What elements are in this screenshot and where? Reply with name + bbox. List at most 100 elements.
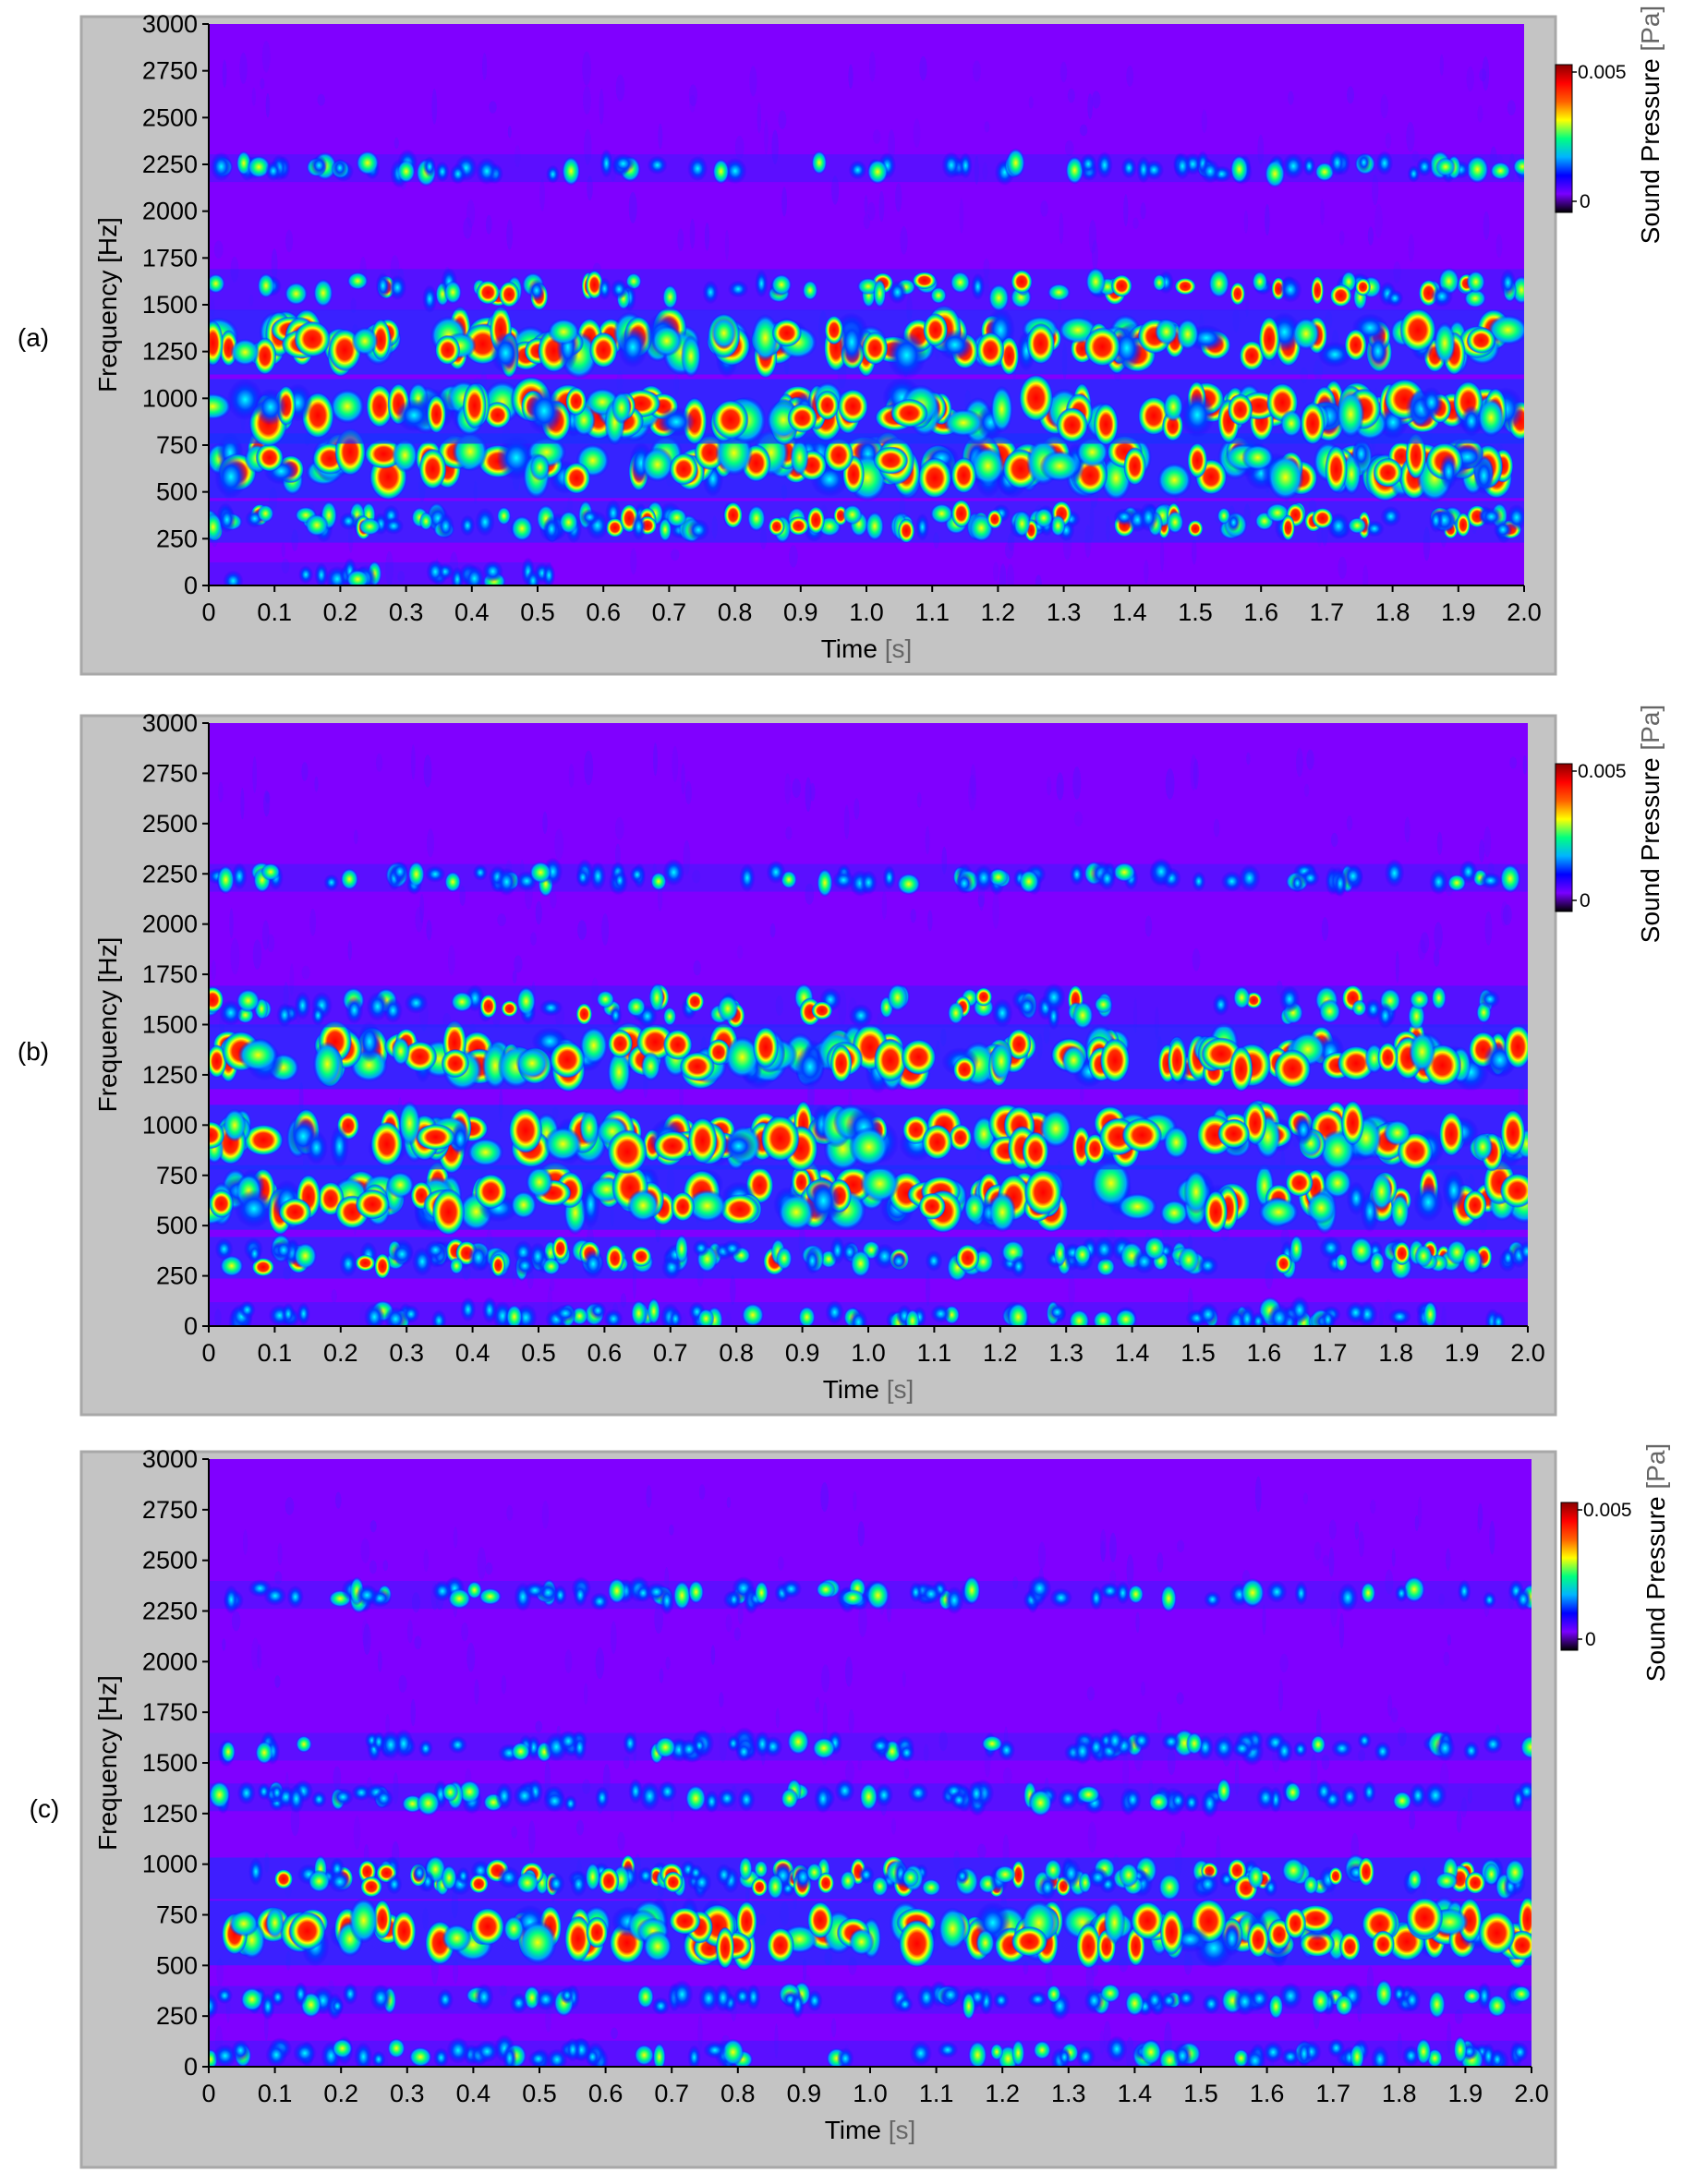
noise-mark (1132, 217, 1139, 229)
energy-blob (355, 1584, 379, 1606)
noise-mark (1059, 212, 1064, 245)
noise-mark (617, 1831, 625, 1852)
energy-blob (1212, 993, 1229, 1017)
x-tick-label: 1.8 (1375, 598, 1410, 626)
energy-blob (1310, 1734, 1326, 1755)
noise-mark (1059, 61, 1068, 83)
energy-blob (918, 1192, 946, 1220)
energy-blob (771, 319, 802, 347)
noise-mark (1456, 1809, 1462, 1833)
energy-blob (437, 1988, 454, 2010)
energy-blob (281, 1302, 296, 1325)
energy-blob (1006, 1028, 1032, 1060)
x-axis-unit: [s] (887, 1375, 914, 1404)
energy-blob (589, 332, 618, 368)
energy-blob (278, 1198, 312, 1226)
energy-blob (1281, 514, 1295, 541)
colorbar-unit: [Pa] (1641, 1443, 1670, 1490)
energy-blob (1505, 1858, 1526, 1887)
noise-mark (539, 178, 545, 211)
noise-mark (1484, 911, 1493, 946)
energy-blob (1294, 1581, 1308, 1606)
noise-mark (1338, 230, 1345, 246)
energy-blob (658, 1780, 678, 1803)
energy-blob (1060, 1858, 1082, 1888)
band-940hz (209, 1099, 1528, 1175)
noise-mark (688, 84, 698, 107)
energy-blob (1238, 864, 1261, 892)
energy-blob (636, 1985, 655, 2009)
band-640hz (209, 1158, 1528, 1236)
energy-blob (1006, 148, 1025, 178)
energy-blob (503, 1915, 525, 1943)
noise-mark (1148, 1780, 1154, 1799)
energy-blob (424, 865, 446, 883)
noise-mark (601, 913, 609, 946)
energy-blob (248, 1243, 262, 1264)
energy-blob (1022, 1131, 1049, 1171)
energy-blob (474, 1983, 494, 2011)
energy-blob (862, 332, 889, 366)
energy-blob (1345, 1301, 1366, 1324)
energy-blob (270, 1782, 285, 1803)
x-tick-label: 1.4 (1112, 598, 1147, 626)
noise-mark (231, 1611, 241, 1632)
x-tick-label: 0.1 (257, 598, 292, 626)
colorbar-min-label: 0 (1580, 191, 1591, 212)
energy-blob (1327, 2038, 1346, 2058)
noise-mark (1277, 1679, 1284, 1712)
noise-mark (393, 137, 399, 149)
x-tick-label: 0.5 (522, 2080, 557, 2107)
energy-blob (1117, 1192, 1158, 1221)
noise-mark (1201, 109, 1207, 133)
energy-blob (631, 513, 647, 541)
energy-blob (1478, 1911, 1516, 1955)
energy-blob (402, 1041, 438, 1072)
energy-blob (653, 1130, 692, 1162)
energy-blob (901, 1039, 937, 1076)
energy-blob (1115, 1581, 1131, 1605)
noise-mark (466, 199, 476, 228)
noise-mark (683, 839, 691, 875)
y-tick-label: 750 (156, 1901, 198, 1929)
noise-mark (1460, 1797, 1468, 1818)
x-tick-label: 0 (201, 598, 215, 626)
energy-blob (559, 511, 579, 535)
energy-blob (860, 1165, 900, 1202)
noise-mark (222, 59, 227, 89)
x-tick-label: 0.5 (521, 1339, 556, 1367)
noise-mark (1067, 88, 1075, 103)
energy-blob (672, 1580, 691, 1611)
noise-mark (393, 1772, 399, 1805)
energy-blob (630, 1246, 652, 1267)
energy-blob (573, 1583, 587, 1608)
energy-blob (1361, 1582, 1376, 1604)
energy-blob (735, 1741, 753, 1762)
energy-blob (950, 1791, 968, 1810)
energy-blob (551, 1236, 569, 1261)
colorbar: 0.005 0 Sound Pressure [Pa] (1555, 6, 1665, 244)
noise-mark (1433, 948, 1440, 967)
y-tick-label: 750 (156, 1162, 198, 1189)
noise-mark (1358, 1749, 1366, 1762)
energy-blob (1274, 1049, 1312, 1089)
energy-blob (366, 384, 393, 428)
spectrogram-panel-3: 0 250 500 750 1000 1250 1500 1750 2000 2250 2500 27… (30, 1443, 1670, 2169)
noise-mark (789, 545, 798, 568)
energy-blob (466, 1581, 482, 1599)
energy-blob (330, 389, 365, 424)
energy-blob (755, 269, 769, 298)
energy-blob (1213, 1735, 1235, 1761)
energy-blob (1149, 857, 1173, 886)
energy-blob (346, 271, 369, 290)
energy-blob (564, 2037, 581, 2062)
energy-blob (348, 1897, 379, 1944)
colorbar-gradient (1560, 1502, 1579, 1651)
energy-blob (1099, 1582, 1120, 1600)
energy-blob (626, 1189, 660, 1222)
colorbar-label: Sound Pressure [Pa] (1636, 6, 1665, 244)
noise-mark (1508, 152, 1516, 182)
energy-blob (1217, 1778, 1231, 1804)
noise-mark (584, 128, 592, 165)
energy-blob (1276, 1738, 1293, 1764)
